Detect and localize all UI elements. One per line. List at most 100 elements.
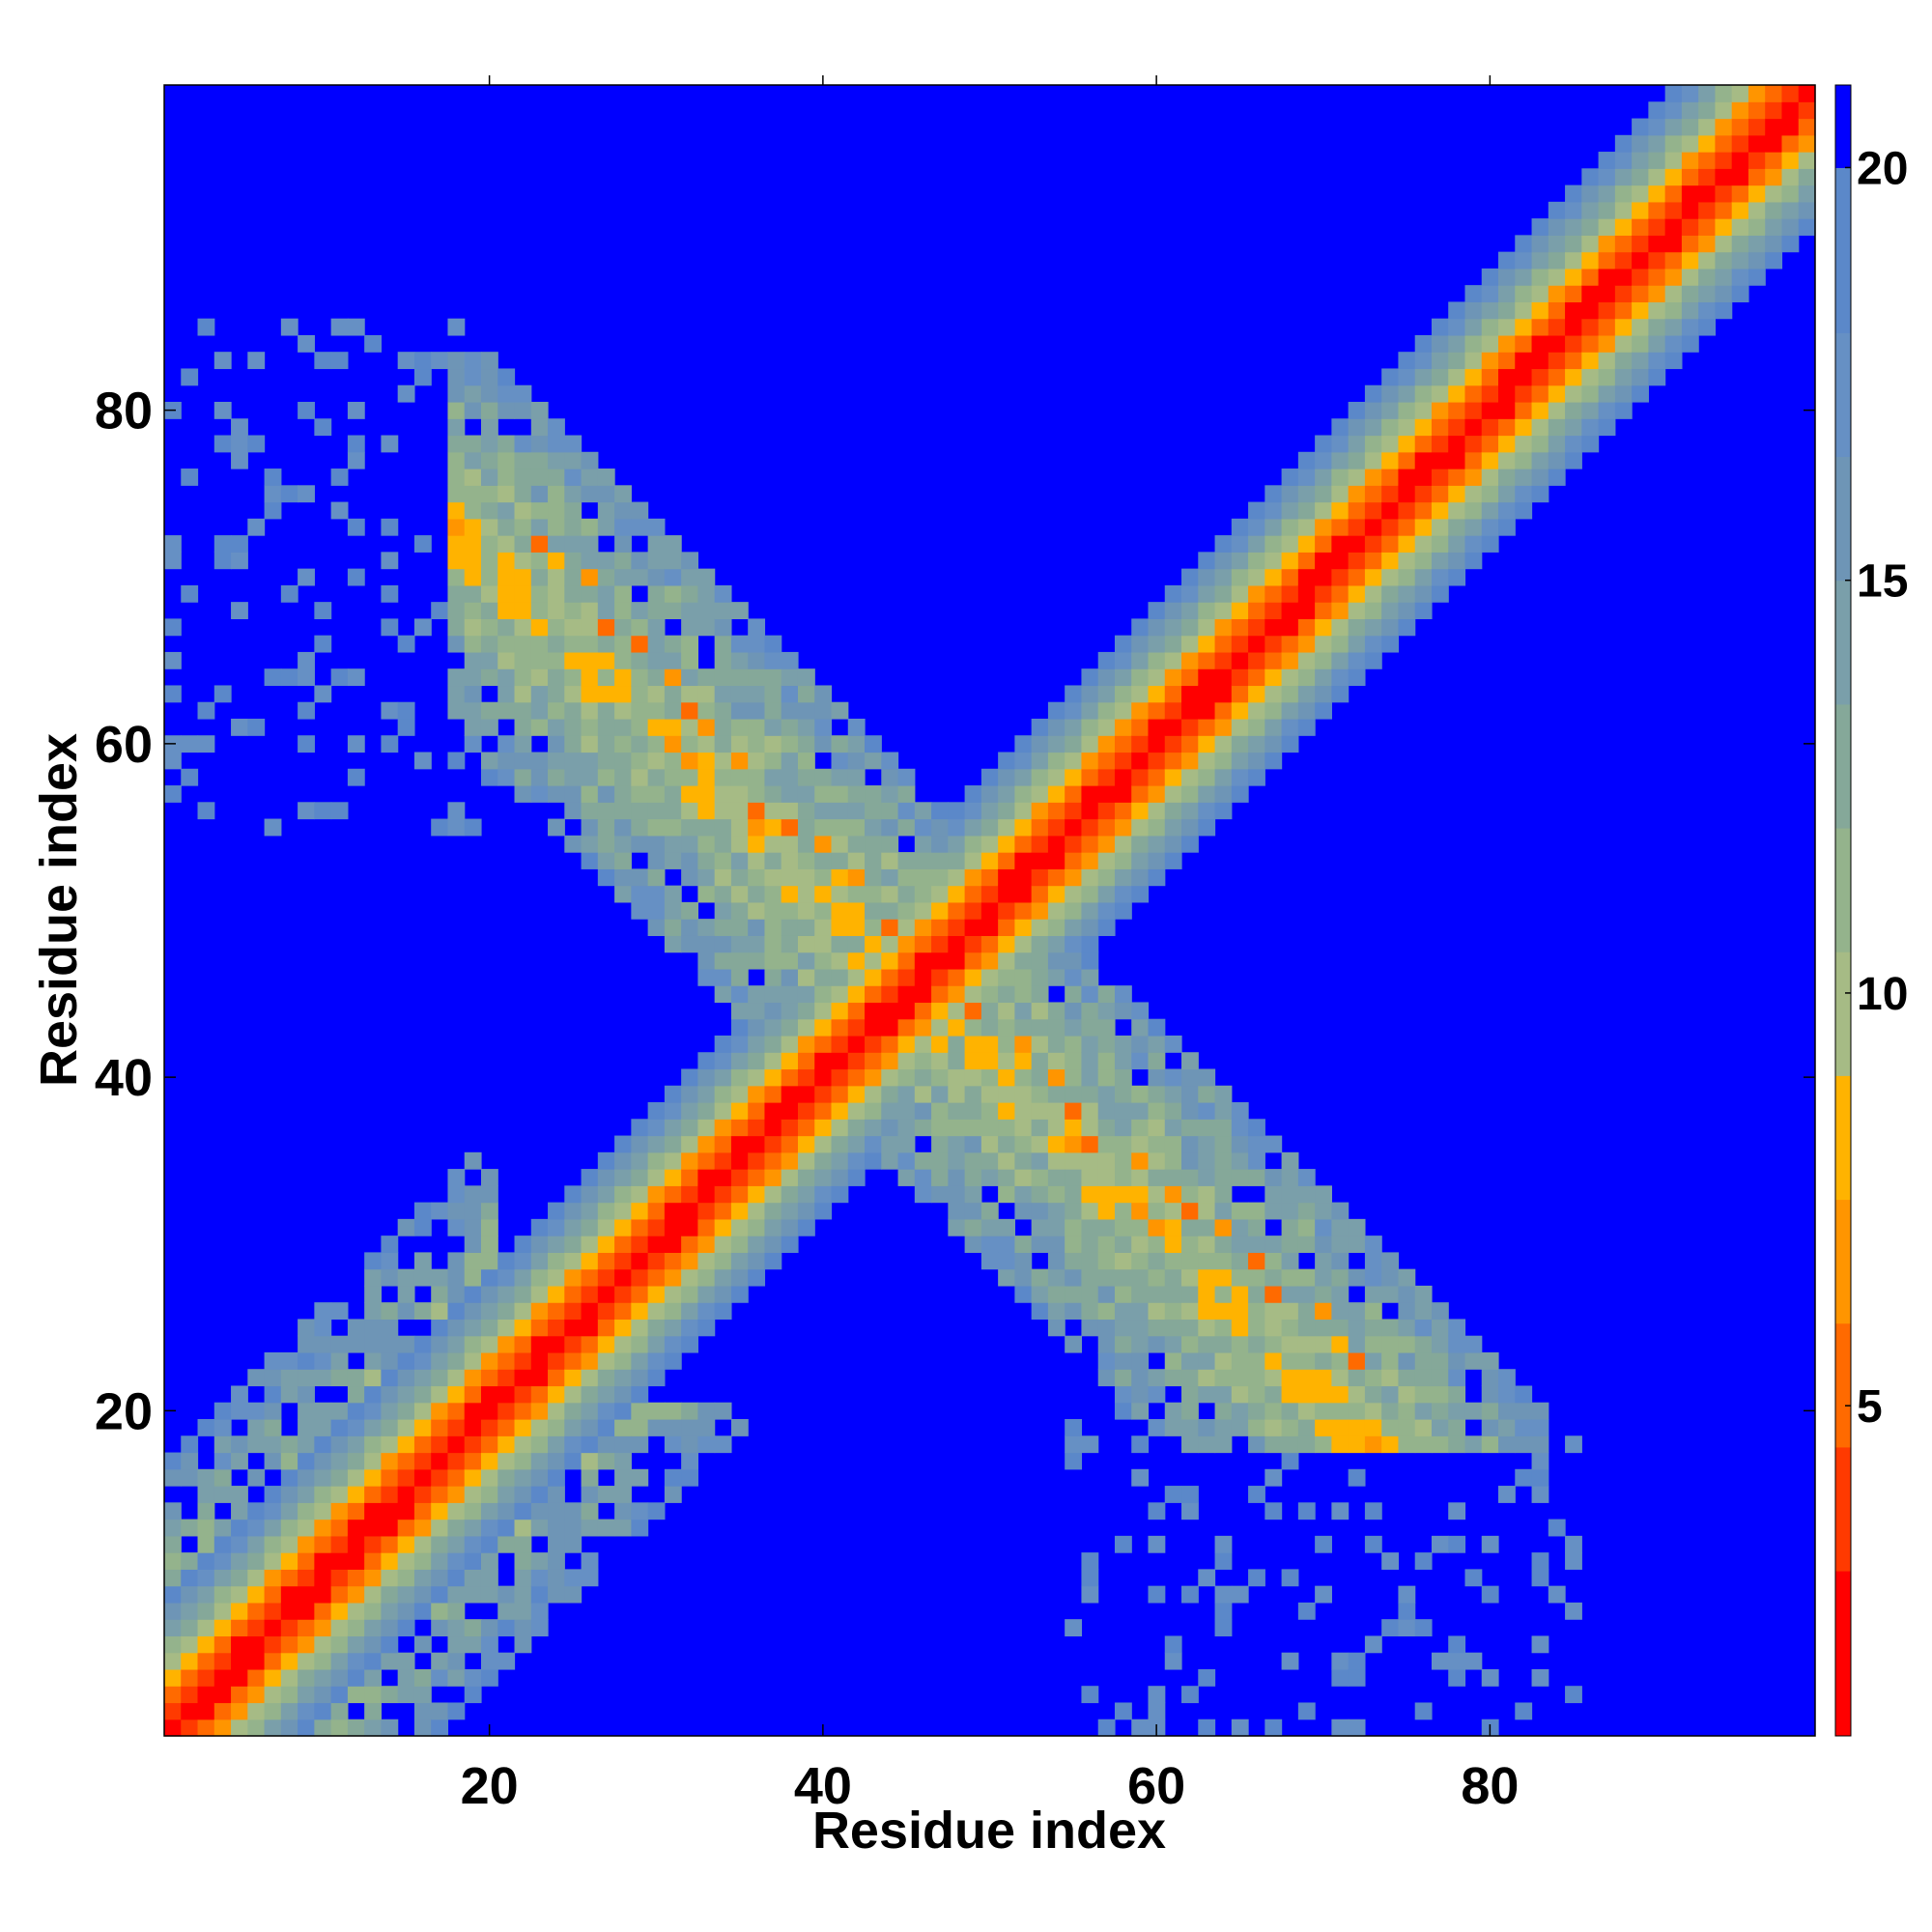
heatmap-cell — [914, 919, 932, 936]
heatmap-cell — [1731, 251, 1749, 270]
heatmap-cell — [197, 1468, 215, 1487]
heatmap-cell — [1747, 134, 1766, 153]
heatmap-cell — [497, 1585, 516, 1604]
heatmap-cell — [247, 1686, 266, 1704]
heatmap-cell — [364, 1468, 383, 1487]
heatmap-cell — [480, 1402, 498, 1420]
heatmap-cell — [865, 1085, 882, 1103]
heatmap-cell — [797, 718, 815, 736]
heatmap-cell — [797, 768, 815, 786]
heatmap-cell — [681, 1236, 698, 1253]
heatmap-cell — [1248, 1486, 1265, 1503]
heatmap-cell — [530, 469, 549, 486]
heatmap-cell — [865, 735, 882, 753]
heatmap-cell — [1414, 1351, 1433, 1370]
heatmap-cell — [1348, 485, 1366, 503]
heatmap-cell — [1248, 1569, 1265, 1587]
heatmap-cell — [1681, 101, 1699, 120]
heatmap-cell — [1214, 752, 1233, 770]
heatmap-cell — [964, 868, 982, 887]
heatmap-cell — [1531, 1452, 1549, 1470]
heatmap-cell — [1198, 1435, 1216, 1454]
heatmap-cell — [980, 1135, 999, 1153]
heatmap-cell — [514, 1535, 532, 1553]
heatmap-cell — [1414, 401, 1433, 419]
heatmap-cell — [347, 1486, 365, 1503]
heatmap-cell — [298, 1702, 315, 1720]
heatmap-cell — [1065, 1135, 1083, 1153]
heatmap-cell — [1531, 1668, 1549, 1687]
heatmap-cell — [1181, 1218, 1199, 1236]
heatmap-cell — [264, 1668, 282, 1687]
heatmap-cell — [647, 584, 666, 603]
heatmap-cell — [480, 1419, 498, 1436]
heatmap-cell — [1348, 1268, 1366, 1287]
heatmap-cell — [1114, 1202, 1132, 1220]
heatmap-cell — [364, 1452, 383, 1470]
heatmap-cell — [330, 1452, 349, 1470]
heatmap-cell — [1414, 584, 1433, 603]
heatmap-cell — [797, 752, 815, 770]
heatmap-cell — [1198, 752, 1216, 770]
heatmap-cell — [1047, 1085, 1065, 1103]
heatmap-cell — [497, 485, 516, 503]
heatmap-cell — [730, 718, 749, 736]
heatmap-cell — [1448, 1369, 1466, 1387]
heatmap-cell — [597, 1169, 615, 1186]
heatmap-cell — [1331, 485, 1350, 503]
heatmap-cell — [413, 1668, 432, 1687]
heatmap-cell — [581, 1468, 599, 1487]
heatmap-cell — [1431, 401, 1449, 419]
heatmap-cell — [530, 1519, 549, 1537]
heatmap-cell — [1531, 469, 1549, 486]
heatmap-cell — [1348, 1719, 1366, 1737]
heatmap-cell — [614, 818, 632, 837]
heatmap-cell — [364, 1268, 383, 1287]
heatmap-cell — [1148, 1369, 1166, 1387]
heatmap-cell — [1014, 919, 1033, 936]
heatmap-cell — [1014, 1119, 1033, 1137]
heatmap-cell — [1648, 251, 1666, 270]
heatmap-cell — [497, 651, 516, 669]
heatmap-cell — [1698, 268, 1717, 286]
heatmap-cell — [213, 1552, 232, 1570]
heatmap-cell — [1464, 368, 1483, 386]
heatmap-cell — [1798, 101, 1816, 120]
heatmap-cell — [614, 1151, 632, 1170]
heatmap-cell — [1264, 1202, 1283, 1220]
heatmap-cell — [697, 701, 716, 720]
heatmap-cell — [1498, 469, 1516, 486]
heatmap-cell — [581, 1169, 599, 1186]
heatmap-cell — [247, 1719, 266, 1737]
heatmap-cell — [347, 1519, 365, 1537]
heatmap-cell — [1747, 118, 1766, 136]
heatmap-cell — [1114, 818, 1132, 837]
heatmap-cell — [964, 985, 982, 1004]
heatmap-cell — [647, 602, 666, 619]
heatmap-cell — [1648, 318, 1666, 336]
heatmap-cell — [1131, 818, 1150, 837]
heatmap-cell — [748, 1185, 766, 1204]
heatmap-cell — [730, 1185, 749, 1204]
heatmap-cell — [480, 768, 498, 786]
heatmap-cell — [631, 635, 649, 653]
heatmap-cell — [948, 852, 966, 869]
heatmap-cell — [1231, 635, 1249, 653]
heatmap-cell — [748, 952, 766, 970]
heatmap-cell — [1414, 1335, 1433, 1353]
heatmap-cell — [1581, 435, 1600, 453]
heatmap-cell — [1431, 334, 1449, 353]
heatmap-cell — [581, 518, 599, 536]
heatmap-cell — [164, 1619, 182, 1637]
heatmap-cell — [1281, 518, 1299, 536]
heatmap-cell — [1398, 501, 1416, 520]
heatmap-cell — [664, 1135, 682, 1153]
heatmap-cell — [748, 785, 766, 803]
heatmap-cell — [530, 651, 549, 669]
heatmap-cell — [1598, 334, 1616, 353]
heatmap-cell — [1131, 1052, 1150, 1070]
heatmap-cell — [1281, 602, 1299, 619]
heatmap-cell — [1198, 1202, 1216, 1220]
heatmap-cell — [1681, 285, 1699, 303]
heatmap-cell — [581, 1302, 599, 1321]
